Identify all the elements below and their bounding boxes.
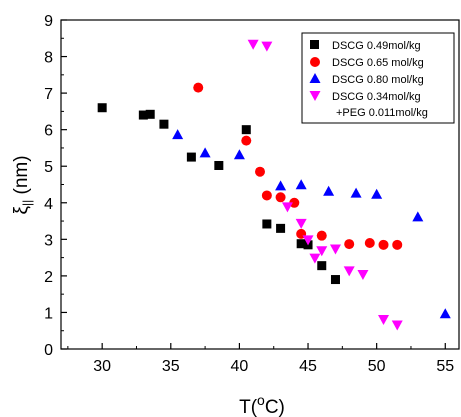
triangle-down-point: [343, 266, 355, 277]
triangle-up-point: [350, 187, 362, 198]
triangle-down-point: [281, 202, 293, 213]
legend-marker-triangle-down: [309, 91, 321, 101]
triangle-up-point: [172, 129, 184, 140]
legend-label-4-line2: +PEG 0.011mol/kg: [336, 107, 428, 119]
square-point: [317, 261, 327, 271]
triangle-up-point: [371, 188, 383, 199]
x-tick-label: 55: [436, 358, 454, 375]
svg-text:T(oC): T(oC): [239, 392, 285, 417]
legend-marker-triangle-up: [309, 73, 321, 83]
circle-point: [255, 166, 265, 177]
x-tick-label: 30: [93, 358, 111, 375]
triangle-up-point: [439, 308, 451, 319]
series-triangle-down: [247, 39, 403, 331]
triangle-down-point: [378, 315, 390, 326]
y-axis-title-main: ξ: [11, 206, 32, 215]
y-tick-label: 1: [44, 305, 53, 322]
x-axis-title-main: T(: [239, 397, 258, 417]
triangle-up-point: [233, 149, 245, 160]
legend-box: [301, 32, 455, 124]
x-tick-label: 40: [231, 358, 249, 375]
legend-marker-square: [310, 40, 319, 49]
triangle-down-point: [295, 218, 307, 229]
triangle-down-point: [329, 244, 341, 255]
legend-label-1: DSCG 0.49mol/kg: [332, 40, 421, 52]
circle-point: [344, 239, 355, 250]
legend-label-2: DSCG 0.65 mol/kg: [332, 57, 424, 69]
triangle-up-point: [412, 211, 424, 222]
x-axis-title-sup: o: [257, 392, 265, 408]
square-point: [138, 110, 148, 120]
x-tick-label: 50: [368, 358, 386, 375]
triangle-up-point: [275, 180, 287, 191]
square-point: [186, 152, 196, 162]
circle-point: [378, 239, 389, 250]
legend-marker-circle: [310, 57, 320, 67]
data-points: [97, 39, 451, 331]
square-point: [159, 119, 169, 129]
square-point: [241, 125, 251, 135]
triangle-down-point: [261, 41, 273, 52]
svg-text:ξ|| (nm): ξ|| (nm): [11, 155, 34, 214]
circle-point: [316, 230, 327, 241]
circle-point: [193, 82, 204, 93]
y-tick-label: 8: [44, 50, 53, 67]
square-point: [97, 103, 107, 113]
series-triangle-up: [172, 129, 451, 319]
y-tick-label: 6: [44, 123, 53, 140]
x-axis-title: T(oC): [239, 392, 285, 417]
square-point: [262, 219, 272, 229]
y-tick-label: 9: [44, 13, 53, 30]
triangle-down-point: [316, 246, 328, 257]
y-axis-title-sub: ||: [20, 200, 34, 206]
circle-point: [289, 197, 300, 208]
y-tick-label: 0: [44, 342, 53, 359]
x-tick-label: 45: [299, 358, 317, 375]
circle-point: [261, 190, 272, 201]
triangle-down-point: [309, 253, 321, 264]
triangle-down-point: [357, 270, 369, 281]
y-tick-label: 4: [44, 196, 53, 213]
legend: DSCG 0.49mol/kg DSCG 0.65 mol/kg DSCG 0.…: [301, 32, 455, 124]
legend-label-4: DSCG 0.34mol/kg: [332, 91, 421, 103]
triangle-down-point: [247, 39, 259, 50]
square-point: [296, 239, 306, 249]
y-tick-label: 7: [44, 86, 53, 103]
series-square: [97, 103, 340, 285]
square-point: [330, 275, 340, 285]
triangle-down-point: [302, 235, 314, 246]
y-axis-title-end: (nm): [11, 155, 32, 199]
triangle-up-point: [199, 147, 211, 158]
square-point: [214, 160, 224, 170]
legend-label-3: DSCG 0.80 mol/kg: [332, 74, 424, 86]
square-point: [145, 109, 155, 119]
y-tick-label: 3: [44, 232, 53, 249]
x-tick-label: 35: [162, 358, 180, 375]
triangle-down-point: [391, 320, 403, 331]
triangle-up-point: [323, 185, 335, 196]
triangle-up-point: [295, 179, 307, 190]
y-tick-label: 5: [44, 159, 53, 176]
y-tick-label: 2: [44, 269, 53, 286]
square-point: [276, 223, 286, 233]
x-axis-title-end: C): [265, 397, 285, 417]
circle-point: [364, 237, 375, 248]
circle-point: [241, 135, 252, 146]
series-circle: [193, 82, 403, 250]
circle-point: [392, 239, 403, 250]
y-axis-title: ξ|| (nm): [11, 155, 34, 214]
axis-ticks: [61, 19, 446, 350]
circle-point: [275, 192, 286, 203]
